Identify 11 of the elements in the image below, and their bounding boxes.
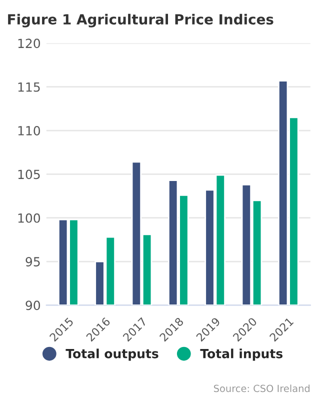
y-tick-label: 90 [26, 300, 40, 310]
legend-label: Total inputs [200, 348, 282, 361]
legend-label: Total outputs [66, 348, 158, 361]
y-tick-label: 105 [18, 170, 40, 180]
y-tick-label: 120 [18, 38, 40, 48]
chart-title: Figure 1 Agricultural Price Indices [8, 14, 274, 28]
y-tick-label: 110 [18, 126, 40, 136]
y-tick-label: 115 [18, 82, 40, 92]
y-tick-label: 100 [18, 213, 40, 223]
source-note: Source: CSO Ireland [214, 384, 310, 392]
y-tick-label: 95 [26, 257, 40, 266]
